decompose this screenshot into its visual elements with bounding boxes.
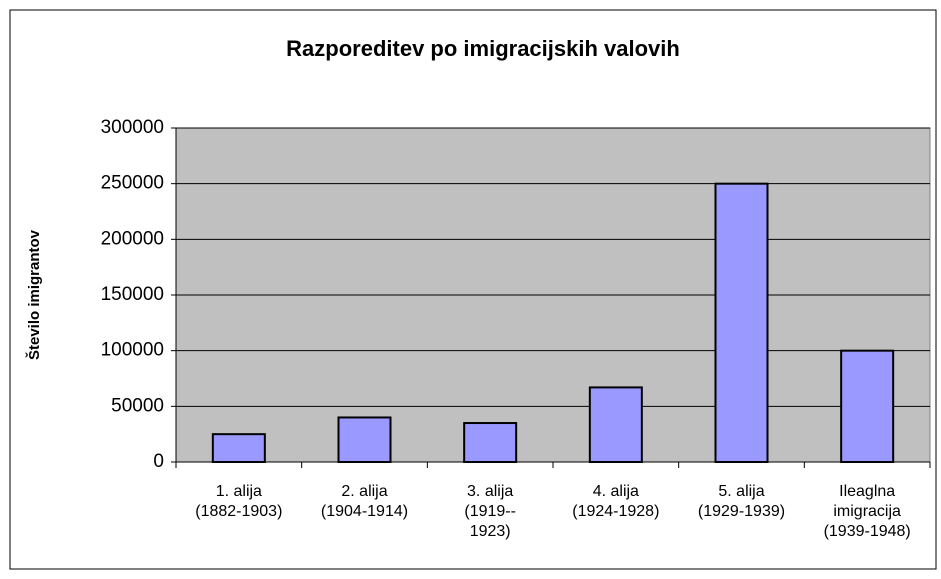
bar bbox=[463, 422, 518, 463]
y-tick-label: 300000 bbox=[101, 117, 164, 138]
y-tick-label: 100000 bbox=[101, 340, 164, 361]
y-tick-label: 200000 bbox=[101, 228, 164, 249]
y-tick-label: 0 bbox=[153, 451, 164, 472]
bar bbox=[588, 386, 643, 464]
y-tick-label: 50000 bbox=[111, 395, 164, 416]
y-tick-label: 150000 bbox=[101, 284, 164, 305]
x-tick-label: 3. alija (1919-- 1923) bbox=[464, 483, 516, 540]
y-tick-label: 250000 bbox=[101, 173, 164, 194]
y-axis-label: Število imigrantov bbox=[25, 229, 43, 360]
x-tick-label: 2. alija (1904-1914) bbox=[320, 483, 409, 520]
x-tick-label: 5. alija (1929-1939) bbox=[697, 483, 786, 520]
x-tick-label: 1. alija (1882-1903) bbox=[195, 483, 283, 520]
bar bbox=[840, 349, 895, 463]
bar bbox=[211, 433, 266, 463]
bar bbox=[337, 416, 392, 464]
x-tick-label: Ileaglna imigracija (1939-1948) bbox=[823, 483, 911, 540]
bar bbox=[714, 182, 769, 464]
x-tick-label: 4. alija (1924-1928) bbox=[572, 483, 660, 520]
chart-title: Razporeditev po imigracijskih valovih bbox=[286, 36, 680, 61]
